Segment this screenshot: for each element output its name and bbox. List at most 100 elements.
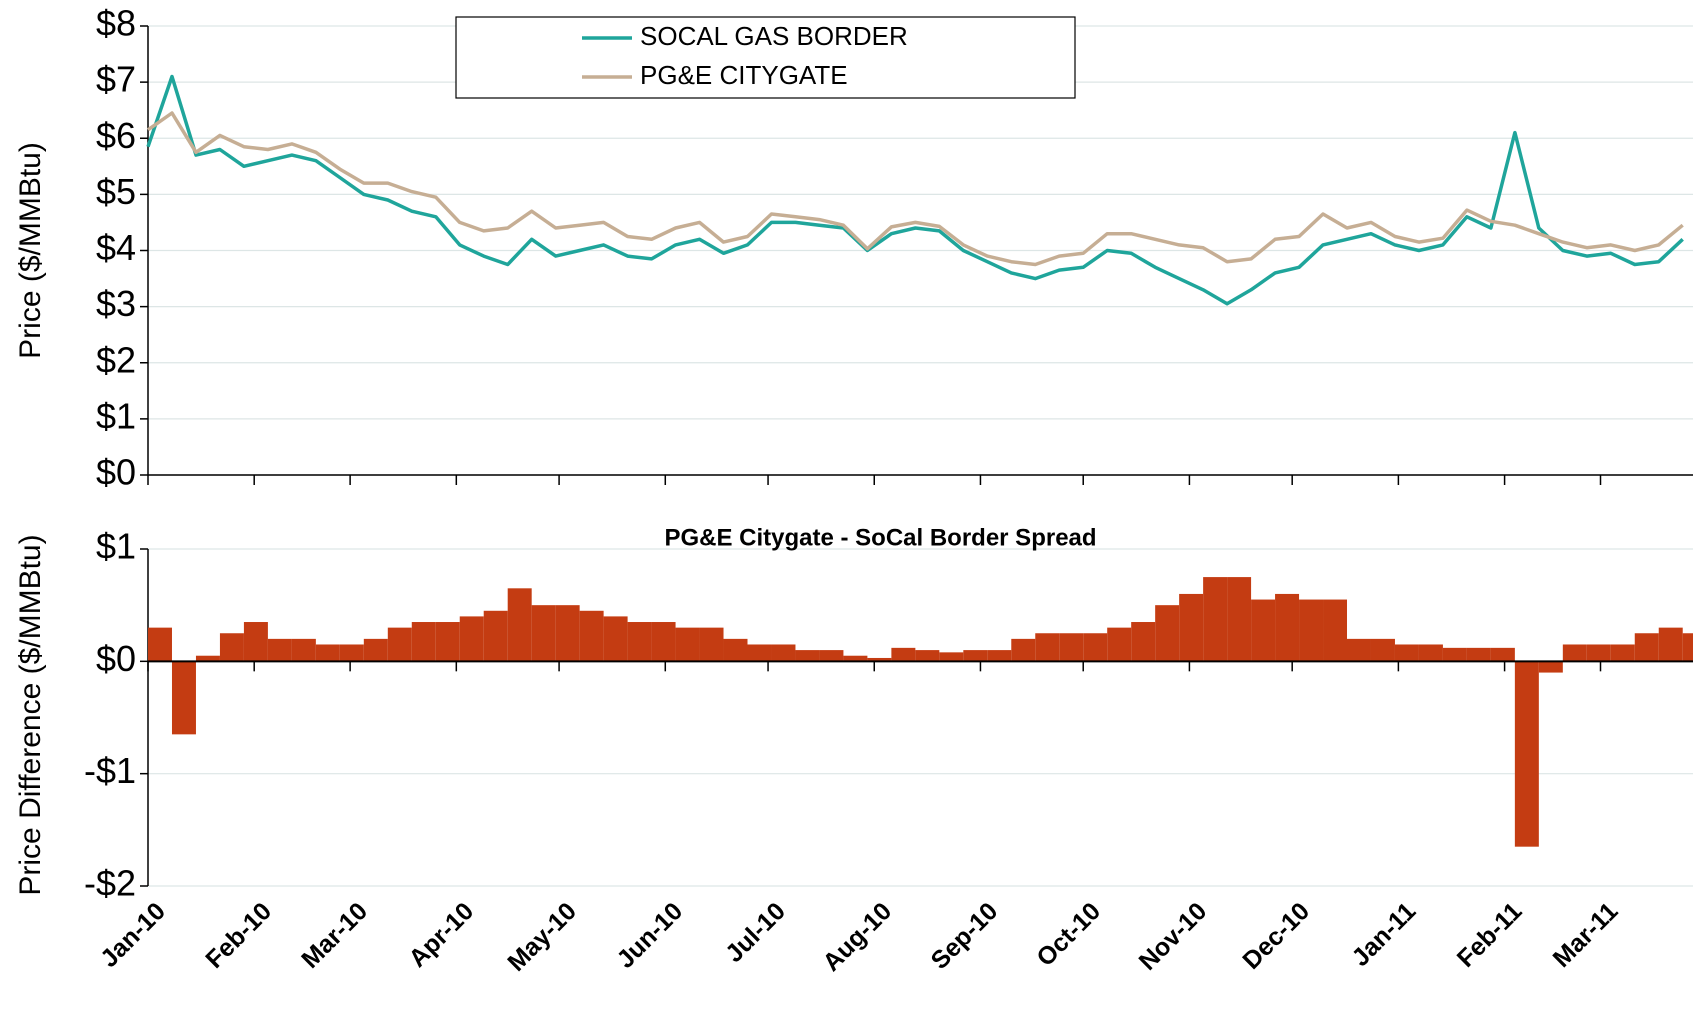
- bar: [1418, 644, 1443, 662]
- x-tick-label: Apr-10: [403, 897, 479, 973]
- x-tick-label: Mar-10: [296, 897, 373, 974]
- bar: [291, 638, 316, 662]
- bar: [1275, 593, 1300, 662]
- y-tick-label: $6: [96, 115, 136, 156]
- bar: [219, 633, 244, 662]
- bar: [1131, 622, 1156, 662]
- bar: [603, 616, 628, 662]
- y-tick-label: $4: [96, 227, 136, 268]
- bar: [1035, 633, 1060, 662]
- y-tick-label: $3: [96, 283, 136, 324]
- bar: [1658, 627, 1683, 662]
- bar: [963, 650, 988, 662]
- bar: [1466, 647, 1491, 662]
- bar: [1155, 605, 1180, 662]
- bar: [387, 627, 412, 662]
- bar: [1203, 577, 1228, 662]
- bar: [1107, 627, 1132, 662]
- x-tick-label: Jul-10: [720, 897, 791, 968]
- bar: [723, 638, 748, 662]
- bar: [1251, 599, 1276, 662]
- bar: [459, 616, 484, 662]
- y-tick-label: $2: [96, 339, 136, 380]
- x-tick-label: Oct-10: [1031, 897, 1106, 972]
- x-tick-label: Dec-10: [1237, 897, 1315, 975]
- bar: [1227, 577, 1252, 662]
- bar: [1347, 638, 1371, 662]
- bar: [675, 627, 700, 662]
- bar: [1059, 633, 1084, 662]
- bar: [1562, 644, 1587, 662]
- y-axis-label: Price ($/MMBtu): [14, 142, 47, 359]
- x-tick-label: Sep-10: [926, 897, 1004, 975]
- y-tick-label: -$2: [84, 863, 136, 904]
- bar: [939, 652, 964, 662]
- bar: [483, 610, 508, 662]
- x-tick-label: Feb-11: [1452, 897, 1528, 973]
- x-tick-label: Jan-10: [95, 897, 171, 973]
- bar: [771, 644, 796, 662]
- bar: [795, 650, 820, 662]
- bar: [171, 661, 196, 735]
- bar: [1490, 647, 1515, 662]
- bar: [867, 657, 892, 662]
- bar: [843, 655, 868, 662]
- bar: [651, 622, 676, 662]
- chart-title: PG&E Citygate - SoCal Border Spread: [664, 524, 1096, 551]
- bar: [195, 655, 220, 662]
- x-tick-label: Jan-11: [1346, 897, 1421, 972]
- bar: [699, 627, 724, 662]
- bar: [915, 650, 940, 662]
- bar: [1634, 633, 1659, 662]
- y-tick-label: $1: [96, 395, 136, 436]
- legend-label: PG&E CITYGATE: [640, 60, 848, 90]
- x-tick-label: Jun-10: [611, 897, 688, 974]
- bar: [1538, 661, 1563, 673]
- bar: [148, 627, 172, 662]
- y-tick-label: $0: [96, 452, 136, 493]
- y-tick-label: $5: [96, 171, 136, 212]
- bar: [819, 650, 844, 662]
- bar: [1179, 593, 1204, 662]
- bar: [243, 622, 268, 662]
- bar: [1299, 599, 1324, 662]
- bar: [1394, 644, 1419, 662]
- bar: [363, 638, 388, 662]
- bar: [1514, 661, 1539, 847]
- bar: [315, 644, 340, 662]
- x-tick-label: Nov-10: [1134, 897, 1213, 976]
- y-axis-label: Price Difference ($/MMBtu): [14, 534, 47, 895]
- bar: [435, 622, 460, 662]
- bar: [1682, 633, 1693, 662]
- bar: [1370, 638, 1395, 662]
- bar: [267, 638, 292, 662]
- series-line: [146, 111, 1684, 267]
- y-tick-label: $8: [96, 3, 136, 44]
- bar: [507, 588, 532, 662]
- bar: [1083, 633, 1108, 662]
- bar: [1610, 644, 1635, 662]
- bar: [339, 644, 364, 662]
- x-tick-label: May-10: [502, 897, 582, 977]
- bar: [411, 622, 436, 662]
- bar: [1323, 599, 1348, 662]
- bar: [987, 650, 1012, 662]
- bar: [627, 622, 652, 662]
- y-tick-label: $0: [96, 638, 136, 679]
- bar: [531, 605, 556, 662]
- y-tick-label: -$1: [84, 750, 136, 791]
- legend-box: [455, 16, 1076, 99]
- price-panel: $0 $1 $2 $3 $4 $5 $6 $7 $8 Price ($/MMBtu) SOCAL G…: [14, 3, 1693, 493]
- bar: [579, 610, 604, 662]
- spread-panel: -$2 -$1 $0 $1 Price Difference ($/MMBtu) PG&E…: [14, 524, 1693, 977]
- bar: [891, 647, 916, 662]
- legend-label: SOCAL GAS BORDER: [640, 21, 908, 51]
- bar: [1586, 644, 1611, 662]
- y-tick-label: $7: [96, 59, 136, 100]
- x-tick-label: Aug-10: [817, 897, 897, 977]
- bar: [747, 644, 772, 662]
- bar: [555, 605, 580, 662]
- x-tick-label: Mar-11: [1548, 897, 1624, 973]
- x-tick-label: Feb-10: [200, 897, 277, 974]
